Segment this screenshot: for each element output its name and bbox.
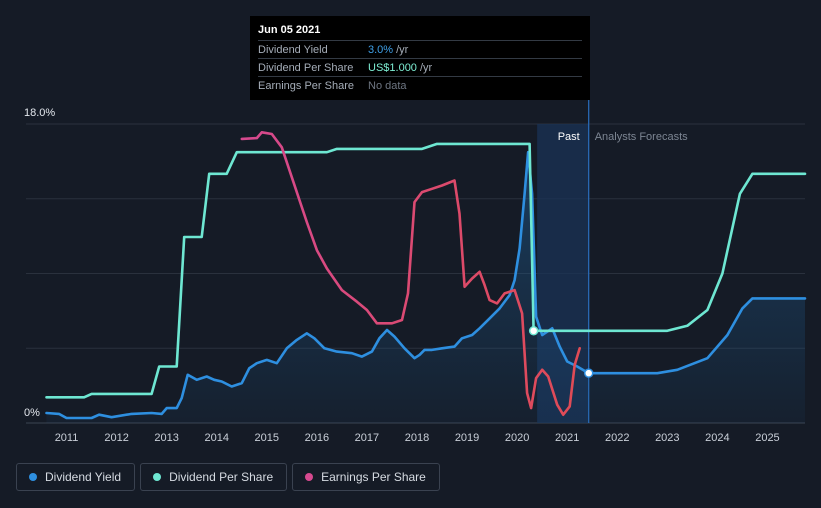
- x-tick-label: 2012: [104, 432, 128, 444]
- x-tick-label: 2013: [154, 432, 178, 444]
- tooltip-row-unit: /yr: [419, 61, 433, 74]
- tooltip-rows: Dividend Yield 3.0%/yr Dividend Per Share U…: [258, 40, 582, 94]
- legend-item-earnings-per-share[interactable]: Earnings Per Share: [292, 463, 440, 491]
- x-tick-label: 2019: [455, 432, 479, 444]
- legend: Dividend Yield Dividend Per Share Earnings…: [16, 463, 440, 491]
- tooltip-date: Jun 05 2021: [258, 24, 321, 36]
- tooltip-row-value: No data: [368, 79, 407, 92]
- legend-dot-icon: [153, 473, 162, 481]
- x-tick-label: 2020: [505, 432, 529, 444]
- x-tick-label: 2014: [204, 432, 228, 444]
- forecast-label: Analysts Forecasts: [595, 131, 688, 143]
- past-label: Past: [558, 131, 580, 143]
- legend-item-dividend-per-share[interactable]: Dividend Per Share: [140, 463, 288, 491]
- dividend-yield-marker: [583, 368, 594, 378]
- legend-dot-icon: [305, 473, 314, 481]
- series-markers: [528, 326, 594, 378]
- legend-label: Earnings Per Share: [321, 470, 426, 484]
- axes: 0% 18.0% 2011 2012 2013 2014 2015 2016 2017 2018 2…: [24, 107, 780, 444]
- series-lines: [45, 131, 807, 423]
- x-tick-label: 2015: [255, 432, 279, 444]
- y-tick-label: 18.0%: [24, 107, 55, 119]
- x-tick-label: 2021: [555, 432, 579, 444]
- tooltip: Jun 05 2021 Dividend Yield 3.0%/yr Dividen…: [250, 16, 590, 100]
- tooltip-row-label: Earnings Per Share: [258, 79, 354, 92]
- x-tick-label: 2018: [405, 432, 429, 444]
- tooltip-row: Dividend Yield 3.0%/yr: [258, 40, 582, 58]
- x-tick-label: 2017: [355, 432, 379, 444]
- legend-dot-icon: [29, 473, 37, 481]
- legend-label: Dividend Yield: [45, 470, 122, 484]
- tooltip-row-value: US$1.000: [368, 61, 417, 74]
- tooltip-row-value: 3.0%: [368, 43, 394, 56]
- dividend-per-share-line: [45, 142, 807, 399]
- dividend-yield-line: [45, 150, 807, 420]
- tooltip-row-label: Dividend Yield: [258, 43, 328, 56]
- tooltip-row: Earnings Per Share No data: [258, 76, 582, 94]
- x-tick-label: 2025: [755, 432, 779, 444]
- legend-label: Dividend Per Share: [169, 470, 274, 484]
- x-tick-label: 2022: [605, 432, 629, 444]
- tooltip-row-unit: /yr: [396, 43, 409, 56]
- x-tick-label: 2016: [305, 432, 329, 444]
- dividend-yield-area: [46, 152, 805, 423]
- x-tick-label: 2023: [655, 432, 679, 444]
- legend-item-dividend-yield[interactable]: Dividend Yield: [16, 463, 136, 491]
- x-tick-label: 2011: [55, 432, 79, 444]
- dividend-per-share-marker: [528, 326, 539, 336]
- earnings-per-share-line: [240, 131, 581, 416]
- tooltip-row-label: Dividend Per Share: [258, 61, 354, 74]
- y-tick-label: 0%: [24, 407, 40, 419]
- tooltip-row: Dividend Per Share US$1.000/yr: [258, 58, 582, 76]
- x-tick-label: 2024: [705, 432, 729, 444]
